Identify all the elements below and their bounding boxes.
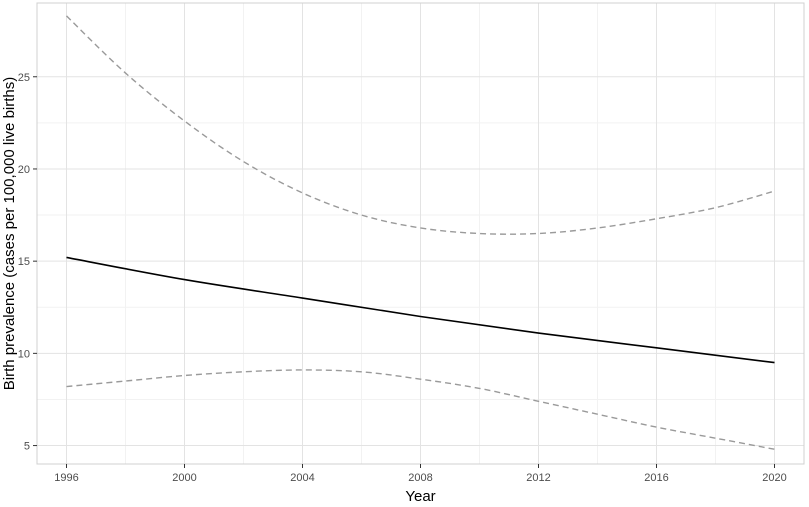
x-tick-label: 2000 — [172, 472, 196, 484]
x-tick-label: 2016 — [644, 472, 668, 484]
x-tick-label: 1996 — [54, 472, 78, 484]
x-tick-label: 2008 — [408, 472, 432, 484]
y-tick-label: 25 — [18, 72, 30, 84]
x-axis: 1996 2000 2004 2008 2012 2016 2020 — [54, 464, 787, 484]
series-line-lower-bound — [66, 369, 775, 450]
y-tick-label: 5 — [24, 441, 30, 453]
x-tick-label: 2020 — [762, 472, 786, 484]
y-tick-label: 15 — [18, 256, 30, 268]
series-line-estimate — [66, 256, 775, 364]
y-tick-label: 10 — [18, 348, 30, 360]
x-axis-title: Year — [405, 488, 435, 505]
x-tick-label: 2004 — [290, 472, 314, 484]
series-layer — [66, 15, 775, 450]
y-tick-label: 20 — [18, 164, 30, 176]
major-gridlines — [37, 3, 804, 464]
x-tick-label: 2012 — [526, 472, 550, 484]
y-axis-title: Birth prevalence (cases per 100,000 live… — [1, 77, 18, 391]
y-axis: 5 10 15 20 25 — [18, 72, 37, 453]
